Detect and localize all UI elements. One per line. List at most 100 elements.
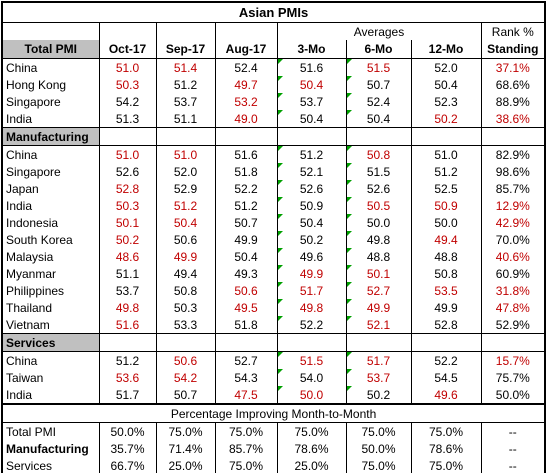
section-row: Services <box>1 333 546 352</box>
value-cell: 35.7% <box>98 440 156 457</box>
column-header: Oct-17 <box>98 40 156 59</box>
empty-cell <box>480 127 546 146</box>
data-row: Thailand 49.8 50.3 49.5 49.8 49.9 49.9 47.8% <box>1 299 546 316</box>
value-cell: 82.9% <box>480 145 546 163</box>
value-cell: 50.3 <box>155 299 215 316</box>
header-row: Averages Rank % <box>1 22 546 40</box>
value-cell: 50.8 <box>410 265 481 282</box>
value-cell: 51.4 <box>155 58 215 76</box>
value-cell: 42.9% <box>480 214 546 231</box>
data-row: Taiwan 53.6 54.2 54.3 54.0 53.7 54.5 75.7% <box>1 369 546 386</box>
value-cell: 60.9% <box>480 265 546 282</box>
value-cell: 75.0% <box>214 457 277 473</box>
value-cell: 25.0% <box>276 457 346 473</box>
empty-cell <box>155 127 215 146</box>
value-cell: 50.1 <box>345 265 411 282</box>
value-cell: 50.4 <box>214 248 277 265</box>
value-cell: 40.6% <box>480 248 546 265</box>
row-label: Malaysia <box>1 248 99 265</box>
value-cell: 51.8 <box>214 316 277 334</box>
value-cell: 50.8 <box>155 282 215 299</box>
data-row: Malaysia 48.6 49.9 50.4 49.6 48.8 48.8 40.6% <box>1 248 546 265</box>
value-cell: 50.6 <box>214 282 277 299</box>
row-label: Japan <box>1 180 99 197</box>
value-cell: 51.0 <box>98 58 156 76</box>
empty-cell <box>98 22 156 40</box>
value-cell: 53.7 <box>345 369 411 386</box>
value-cell: 50.0% <box>480 386 546 404</box>
row-label: China <box>1 351 99 369</box>
value-cell: 52.8 <box>98 180 156 197</box>
value-cell: 51.5 <box>276 351 346 369</box>
value-cell: 51.5 <box>345 163 411 180</box>
value-cell: -- <box>480 422 546 440</box>
value-cell: 50.2 <box>345 386 411 404</box>
value-cell: 49.8 <box>276 299 346 316</box>
empty-cell <box>155 333 215 352</box>
row-label: Hong Kong <box>1 76 99 93</box>
value-cell: 51.6 <box>98 316 156 334</box>
value-cell: 50.7 <box>214 214 277 231</box>
empty-cell <box>345 127 411 146</box>
value-cell: 50.8 <box>345 145 411 163</box>
data-row: Indonesia 50.1 50.4 50.7 50.4 50.0 50.0 42.9% <box>1 214 546 231</box>
row-label: South Korea <box>1 231 99 248</box>
row-label: Singapore <box>1 93 99 110</box>
value-cell: 50.7 <box>345 76 411 93</box>
section-label: Total PMI <box>1 40 99 59</box>
row-label: India <box>1 110 99 128</box>
value-cell: 52.2 <box>410 351 481 369</box>
data-row: China 51.0 51.0 51.6 51.2 50.8 51.0 82.9% <box>1 145 546 163</box>
value-cell: 75.0% <box>276 422 346 440</box>
value-cell: 37.1% <box>480 58 546 76</box>
value-cell: 51.6 <box>214 145 277 163</box>
value-cell: 50.6 <box>155 231 215 248</box>
value-cell: 50.4 <box>410 76 481 93</box>
value-cell: 52.1 <box>276 163 346 180</box>
value-cell: 52.9% <box>480 316 546 334</box>
data-row: China 51.0 51.4 52.4 51.6 51.5 52.0 37.1% <box>1 58 546 76</box>
value-cell: 51.5 <box>345 58 411 76</box>
table-title: Asian PMIs <box>1 2 546 23</box>
value-cell: 52.0 <box>155 163 215 180</box>
value-cell: 68.6% <box>480 76 546 93</box>
value-cell: 50.6 <box>155 351 215 369</box>
value-cell: 50.7 <box>155 386 215 404</box>
column-header: Aug-17 <box>214 40 277 59</box>
value-cell: 50.1 <box>98 214 156 231</box>
value-cell: 75.7% <box>480 369 546 386</box>
empty-cell <box>214 22 277 40</box>
summary-row: Manufacturing 35.7% 71.4% 85.7% 78.6% 50.0% 78… <box>1 440 546 457</box>
value-cell: 75.0% <box>410 422 481 440</box>
value-cell: 50.0 <box>276 386 346 404</box>
value-cell: 50.0 <box>410 214 481 231</box>
value-cell: 75.0% <box>155 422 215 440</box>
value-cell: 52.6 <box>98 163 156 180</box>
value-cell: 51.8 <box>214 163 277 180</box>
value-cell: 51.0 <box>155 145 215 163</box>
value-cell: 50.9 <box>410 197 481 214</box>
value-cell: 51.2 <box>276 145 346 163</box>
value-cell: 31.8% <box>480 282 546 299</box>
value-cell: 52.2 <box>276 316 346 334</box>
value-cell: 85.7% <box>214 440 277 457</box>
value-cell: 53.2 <box>214 93 277 110</box>
summary-row: Services 66.7% 25.0% 75.0% 25.0% 75.0% 75.0% -- <box>1 457 546 473</box>
value-cell: 51.6 <box>276 58 346 76</box>
data-row: India 51.3 51.1 49.0 50.4 50.4 50.2 38.6% <box>1 110 546 128</box>
value-cell: 51.0 <box>410 145 481 163</box>
value-cell: 49.4 <box>155 265 215 282</box>
empty-cell <box>155 22 215 40</box>
value-cell: 51.7 <box>345 351 411 369</box>
empty-cell <box>410 333 481 352</box>
value-cell: 78.6% <box>276 440 346 457</box>
data-row: India 51.7 50.7 47.5 50.0 50.2 49.6 50.0% <box>1 386 546 404</box>
value-cell: 54.2 <box>155 369 215 386</box>
value-cell: 53.5 <box>410 282 481 299</box>
value-cell: 52.9 <box>155 180 215 197</box>
empty-cell <box>98 333 156 352</box>
data-row: Philippines 53.7 50.8 50.6 51.7 52.7 53.5 31.8% <box>1 282 546 299</box>
value-cell: 49.9 <box>276 265 346 282</box>
